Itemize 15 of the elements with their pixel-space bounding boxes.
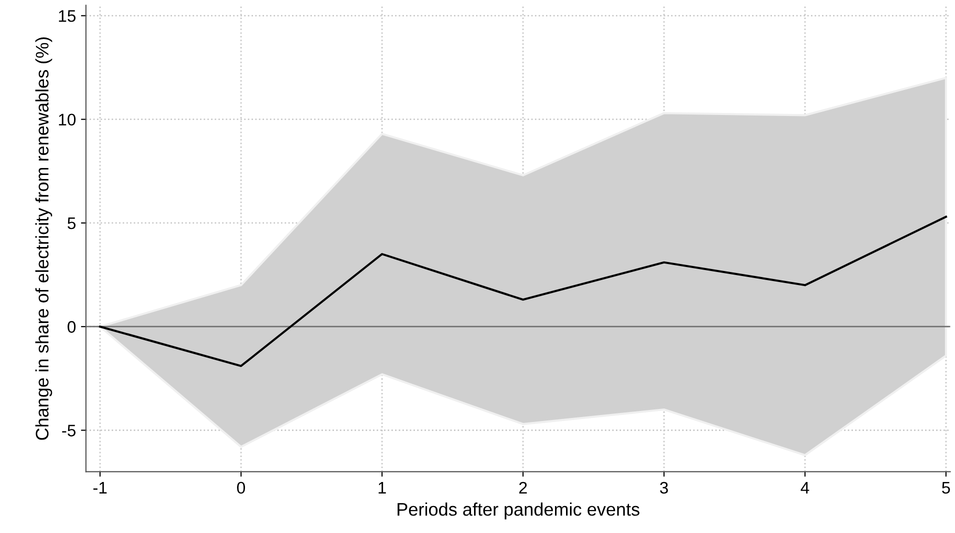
x-tick-label: 1 [378,482,386,494]
x-axis-title: Periods after pandemic events [398,502,640,520]
x-tick-label: 3 [660,482,668,494]
y-tick-label: 0 [68,321,76,333]
line-series [99,216,948,368]
x-tick-label: 4 [800,482,810,494]
x-tick-label: 2 [519,482,527,494]
x-tick-label: -1 [93,482,107,494]
y-tick-label: 5 [68,218,76,230]
x-tick-label: 0 [237,482,246,494]
y-tick-label: -5 [62,424,76,436]
y-axis-title: Change in share of electricity from renewables (%) [35,37,52,440]
y-tick-label: 10 [58,114,76,126]
y-tick-label: 15 [58,10,76,22]
x-tick-label: 5 [942,482,950,494]
